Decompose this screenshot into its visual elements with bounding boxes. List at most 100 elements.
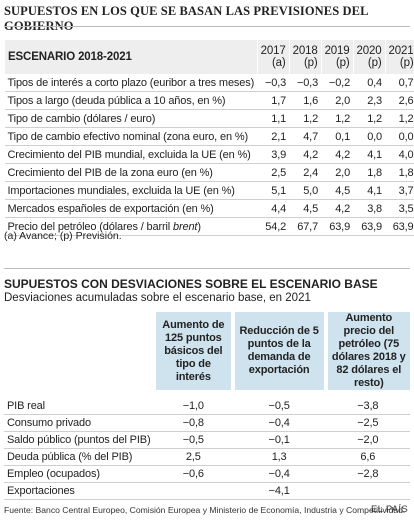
- label-part: Tipo de cambio (dólares / euro): [7, 112, 156, 125]
- cell: −0,4: [232, 414, 326, 432]
- row: Deuda pública (% del PIB) 2,5 1,3 6,6: [4, 448, 410, 466]
- cell: 63,9: [321, 217, 354, 236]
- header-row: Aumento de 125 puntos básicos del tipo d…: [4, 312, 410, 390]
- cell: 0,4: [353, 74, 386, 92]
- label-part: brent: [173, 220, 198, 233]
- row-label: Tipo de cambio efectivo nominal (zona eu…: [4, 127, 258, 146]
- cell: 4,4: [257, 199, 290, 218]
- header-row: ESCENARIO 2018-2021 2017 (a) 2018 (p) 2019 (p…: [4, 40, 414, 74]
- year-status: (p): [303, 57, 318, 69]
- row-label: Deuda pública (% del PIB): [4, 448, 154, 466]
- column-header: Aumento de 125 puntos básicos del tipo d…: [152, 312, 233, 390]
- label-part: Tipos a largo (deuda pública a 10 años, …: [7, 94, 226, 107]
- cell: 1,1: [257, 109, 290, 128]
- note: (a) Avance; (p) Previsión.: [4, 230, 122, 242]
- cell: −2,0: [325, 431, 410, 449]
- cell: 4,2: [321, 199, 354, 218]
- rule: [4, 268, 410, 269]
- row: PIB real −1,0 −0,5 −3,8: [4, 398, 410, 415]
- cell: 4,1: [353, 145, 386, 164]
- year-status: (p): [399, 57, 414, 69]
- cell: 2,3: [353, 91, 386, 110]
- cell: −0,2: [321, 74, 354, 92]
- row: Crecimiento del PIB mundial, excluida la…: [4, 145, 414, 164]
- label-part: Mercados españoles de exportación (en %): [7, 202, 214, 215]
- year-status: (p): [367, 57, 382, 69]
- label-part: Importaciones mundiales, excluida la UE …: [7, 184, 235, 197]
- cell: 4,7: [289, 127, 322, 146]
- cell: −0,5: [232, 398, 326, 415]
- cell: −0,5: [154, 431, 233, 449]
- row-label: Crecimiento del PIB de la zona euro (en …: [4, 163, 258, 182]
- cell: 2,0: [321, 91, 354, 110]
- cell: 4,1: [353, 181, 386, 200]
- deviations-table: Aumento de 125 puntos básicos del tipo d…: [4, 312, 410, 500]
- cell: [325, 482, 410, 500]
- section-title: SUPUESTOS CON DESVIACIONES SOBRE EL ESCE…: [4, 277, 378, 291]
- row-label: Importaciones mundiales, excluida la UE …: [4, 181, 258, 200]
- row-label: PIB real: [4, 398, 154, 415]
- cell: 1,2: [353, 109, 386, 128]
- year: 2017: [260, 45, 286, 57]
- row: Exportaciones −4,1: [4, 482, 410, 500]
- rule: [4, 26, 410, 27]
- cell: 63,9: [385, 217, 414, 236]
- cell: 1,2: [289, 109, 322, 128]
- label-part: Tipo de cambio efectivo nominal (zona eu…: [7, 130, 249, 143]
- row-label: Tipos a largo (deuda pública a 10 años, …: [4, 91, 258, 110]
- cell: 0,0: [385, 127, 414, 146]
- row: Tipos a largo (deuda pública a 10 años, …: [4, 91, 414, 110]
- cell: −2,8: [325, 465, 410, 483]
- row: Mercados españoles de exportación (en %)…: [4, 199, 414, 218]
- year-header: 2021 (p): [384, 40, 414, 74]
- label-part: Precio del petróleo (dólares / barril: [7, 220, 173, 233]
- cell: 1,3: [232, 448, 326, 466]
- cell: −4,1: [232, 482, 326, 500]
- row-label: Tipos de interés a corto plazo (euribor …: [4, 74, 258, 92]
- row-label: Tipo de cambio (dólares / euro): [4, 109, 258, 128]
- label-part: Crecimiento del PIB mundial, excluida la…: [7, 148, 251, 161]
- cell: 2,4: [289, 163, 322, 182]
- cell: −0,8: [154, 414, 233, 432]
- column-header: Reducción de 5 puntos de la demanda de e…: [230, 312, 326, 390]
- year: 2021: [388, 45, 414, 57]
- cell: −0,6: [154, 465, 233, 483]
- cell: 1,8: [353, 163, 386, 182]
- cell: 3,9: [257, 145, 290, 164]
- title: SUPUESTOS EN LOS QUE SE BASAN LAS PREVIS…: [4, 4, 368, 33]
- year: 2018: [292, 45, 318, 57]
- row-label: Consumo privado: [4, 414, 154, 432]
- cell: 4,2: [321, 145, 354, 164]
- cell: 2,1: [257, 127, 290, 146]
- table-heading: ESCENARIO 2018-2021: [4, 40, 258, 74]
- cell: 0,7: [385, 74, 414, 92]
- row-label: Saldo público (puntos del PIB): [4, 431, 154, 449]
- row: Tipo de cambio efectivo nominal (zona eu…: [4, 127, 414, 146]
- cell: −3,8: [325, 398, 410, 415]
- cell: 2,5: [257, 163, 290, 182]
- year-header: 2018 (p): [288, 40, 322, 74]
- cell: 1,6: [289, 91, 322, 110]
- cell: −0,1: [232, 431, 326, 449]
- cell: −2,5: [325, 414, 410, 432]
- section-subtitle: Desviaciones acumuladas sobre el escenar…: [4, 292, 311, 304]
- scenario-table: ESCENARIO 2018-2021 2017 (a) 2018 (p) 2019 (p…: [4, 40, 414, 236]
- cell: 3,8: [353, 199, 386, 218]
- cell: 5,0: [289, 181, 322, 200]
- cell: 54,2: [257, 217, 290, 236]
- row-label: Crecimiento del PIB mundial, excluida la…: [4, 145, 258, 164]
- row: Importaciones mundiales, excluida la UE …: [4, 181, 414, 200]
- row: Saldo público (puntos del PIB) −0,5 −0,1 −2…: [4, 431, 410, 449]
- cell: 0,0: [353, 127, 386, 146]
- year-header: 2017 (a): [256, 40, 290, 74]
- cell: 1,7: [257, 91, 290, 110]
- cell: 3,5: [385, 199, 414, 218]
- year: 2020: [356, 45, 382, 57]
- cell: 2,6: [385, 91, 414, 110]
- year: 2019: [324, 45, 350, 57]
- row-label: Exportaciones: [4, 482, 154, 500]
- cell: 1,2: [321, 109, 354, 128]
- cell: 3,7: [385, 181, 414, 200]
- row-label: Mercados españoles de exportación (en %): [4, 199, 258, 218]
- cell: 4,2: [289, 145, 322, 164]
